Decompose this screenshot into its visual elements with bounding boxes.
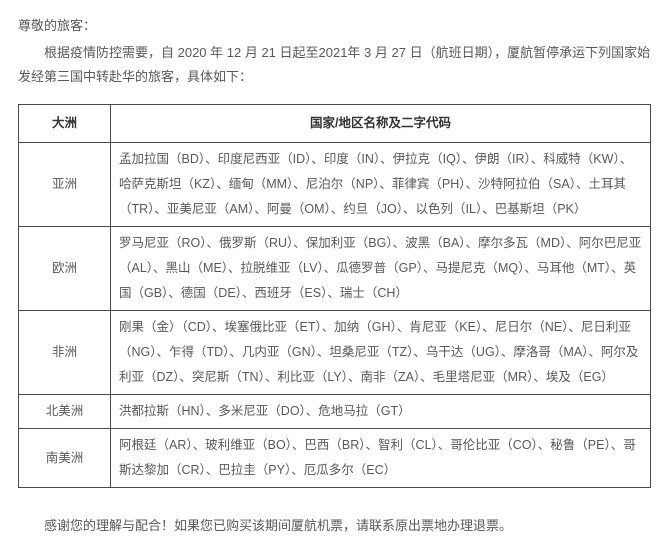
cell-countries: 罗马尼亚（RO）、俄罗斯（RU）、保加利亚（BG）、波黑（BA）、摩尔多瓦（MD… <box>111 227 651 311</box>
header-countries: 国家/地区名称及二字代码 <box>111 105 651 143</box>
salutation: 尊敬的旅客： <box>18 14 651 39</box>
cell-countries: 孟加拉国（BD）、印度尼西亚（ID）、印度（IN）、伊拉克（IQ）、伊朗（IR）… <box>111 143 651 227</box>
table-row: 北美洲 洪都拉斯（HN）、多米尼亚（DO）、危地马拉（GT） <box>19 395 651 429</box>
cell-countries: 刚果（金）（CD）、埃塞俄比亚（ET）、加纳（GH）、肯尼亚（KE）、尼日尔（N… <box>111 311 651 395</box>
table-row: 非洲 刚果（金）（CD）、埃塞俄比亚（ET）、加纳（GH）、肯尼亚（KE）、尼日… <box>19 311 651 395</box>
table-header-row: 大洲 国家/地区名称及二字代码 <box>19 105 651 143</box>
table-row: 欧洲 罗马尼亚（RO）、俄罗斯（RU）、保加利亚（BG）、波黑（BA）、摩尔多瓦… <box>19 227 651 311</box>
cell-continent: 南美洲 <box>19 429 111 488</box>
cell-countries: 洪都拉斯（HN）、多米尼亚（DO）、危地马拉（GT） <box>111 395 651 429</box>
cell-continent: 亚洲 <box>19 143 111 227</box>
suspension-table: 大洲 国家/地区名称及二字代码 亚洲 孟加拉国（BD）、印度尼西亚（ID）、印度… <box>18 104 651 488</box>
table-row: 亚洲 孟加拉国（BD）、印度尼西亚（ID）、印度（IN）、伊拉克（IQ）、伊朗（… <box>19 143 651 227</box>
intro-paragraph: 根据疫情防控需要，自 2020 年 12 月 21 日起至2021年 3 月 2… <box>18 41 651 90</box>
header-continent: 大洲 <box>19 105 111 143</box>
cell-continent: 欧洲 <box>19 227 111 311</box>
cell-countries: 阿根廷（AR）、玻利维亚（BO）、巴西（BR）、智利（CL）、哥伦比亚（CO）、… <box>111 429 651 488</box>
table-row: 南美洲 阿根廷（AR）、玻利维亚（BO）、巴西（BR）、智利（CL）、哥伦比亚（… <box>19 429 651 488</box>
cell-continent: 非洲 <box>19 311 111 395</box>
footer-paragraph: 感谢您的理解与配合！如果您已购买该期间厦航机票，请联系原出票地办理退票。 <box>18 514 651 539</box>
cell-continent: 北美洲 <box>19 395 111 429</box>
